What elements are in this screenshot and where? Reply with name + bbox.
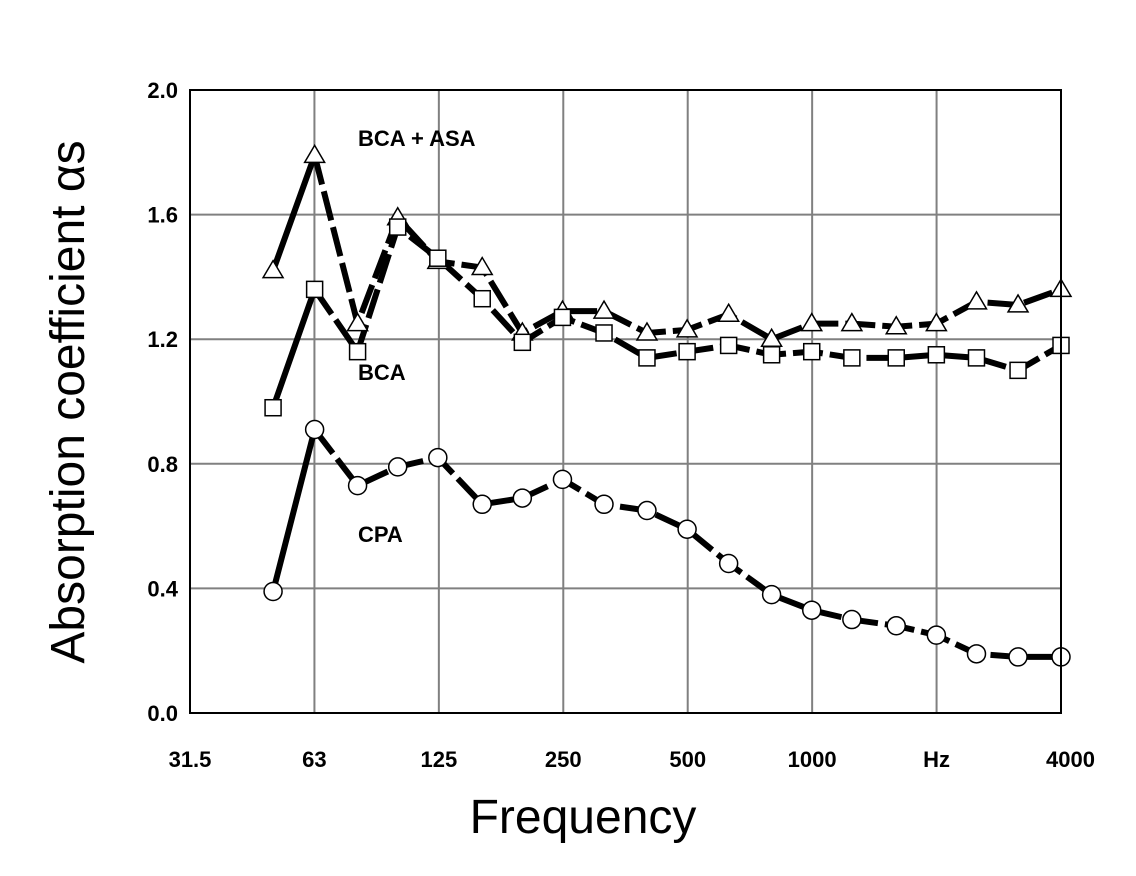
marker-bca — [348, 342, 367, 361]
marker-bca — [887, 349, 905, 367]
series-label-bca-asa: BCA + ASA — [358, 126, 476, 151]
marker-bca — [802, 342, 821, 361]
marker-bca-asa — [925, 312, 948, 332]
marker-cpa — [594, 494, 614, 515]
x-tick-label: 125 — [420, 747, 457, 772]
marker-cpa — [347, 475, 368, 496]
marker-bca — [388, 218, 407, 236]
marker-cpa — [304, 419, 325, 440]
marker-cpa — [472, 494, 492, 515]
x-tick-label: 31.5 — [169, 747, 212, 772]
marker-bca — [553, 308, 572, 327]
marker-cpa — [387, 457, 408, 477]
marker-cpa — [552, 469, 573, 490]
marker-cpa — [677, 519, 697, 539]
marker-bca — [762, 346, 781, 364]
marker-bca-asa — [717, 302, 740, 323]
marker-cpa — [926, 625, 947, 645]
y-tick-label: 0.4 — [147, 576, 178, 601]
marker-cpa — [263, 581, 283, 602]
marker-cpa — [842, 609, 862, 630]
marker-bca — [473, 289, 491, 308]
plot-frame — [189, 89, 1062, 714]
y-tick-label: 1.2 — [147, 327, 178, 352]
marker-bca — [719, 336, 738, 355]
x-tick-label: Hz — [923, 747, 950, 772]
marker-bca-asa — [800, 312, 824, 332]
series-label-bca: BCA — [358, 360, 406, 385]
marker-bca-asa — [635, 321, 659, 341]
marker-cpa — [428, 447, 448, 468]
marker-bca-asa — [592, 299, 616, 319]
marker-bca — [305, 280, 324, 299]
y-axis-title: Absorption coefficient αs — [42, 140, 95, 663]
y-tick-label: 0.8 — [147, 452, 178, 477]
x-tick-label: 1000 — [788, 747, 837, 772]
marker-cpa — [886, 616, 906, 636]
marker-cpa — [637, 500, 657, 521]
marker-bca — [264, 398, 282, 417]
marker-bca-asa — [965, 290, 988, 310]
marker-bca-asa — [303, 143, 326, 164]
x-tick-label: 63 — [302, 747, 326, 772]
marker-bca — [638, 349, 656, 367]
marker-bca — [513, 333, 532, 352]
y-tick-label: 0.0 — [147, 701, 178, 726]
marker-bca-asa — [884, 315, 908, 335]
marker-bca-asa — [1006, 293, 1030, 313]
marker-bca — [927, 346, 946, 364]
x-axis-title: Frequency — [470, 791, 697, 844]
y-tick-label: 1.6 — [147, 203, 178, 228]
marker-bca-asa — [840, 312, 864, 332]
marker-bca — [1009, 361, 1027, 380]
x-tick-label: 250 — [545, 747, 582, 772]
marker-bca — [595, 324, 613, 342]
y-tick-label: 2.0 — [147, 78, 178, 103]
series-line-bca-solid — [270, 286, 318, 411]
marker-cpa — [718, 553, 739, 574]
marker-cpa — [1008, 647, 1028, 667]
x-tick-label: 500 — [669, 747, 706, 772]
y-tick-labels: 0.0 0.4 0.8 1.2 1.6 2.0 — [147, 78, 178, 726]
data-markers — [261, 143, 1073, 667]
marker-bca — [967, 349, 986, 367]
x-tick-label: 4000 — [1046, 747, 1095, 772]
marker-bca-asa — [675, 318, 699, 338]
marker-cpa — [761, 584, 782, 605]
series-line-cpa-solid — [270, 426, 318, 595]
marker-bca-asa — [261, 259, 285, 279]
marker-bca-asa — [470, 256, 494, 276]
marker-cpa — [512, 488, 533, 508]
marker-bca — [678, 342, 696, 361]
marker-bca — [429, 249, 447, 267]
series-label-cpa: CPA — [358, 522, 403, 547]
series-line-bca-asa-solid — [270, 152, 318, 274]
marker-bca-asa — [346, 312, 369, 332]
marker-cpa — [966, 644, 987, 664]
marker-bca — [843, 349, 861, 367]
x-tick-labels: 31.5 63 125 250 500 1000 Hz 4000 — [169, 747, 1095, 772]
marker-cpa — [801, 600, 822, 620]
